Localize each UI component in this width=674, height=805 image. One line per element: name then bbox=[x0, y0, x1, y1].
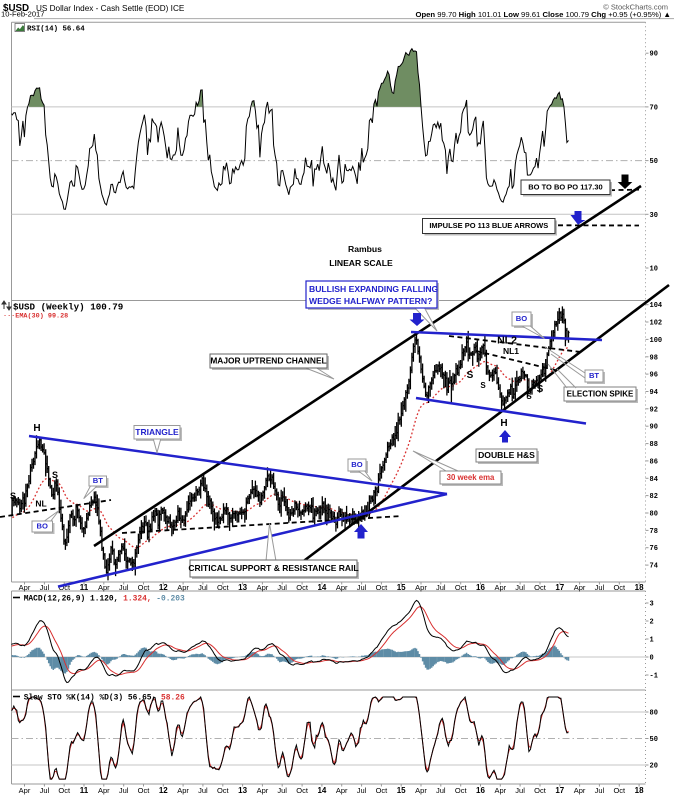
svg-text:US Dollar Index - Cash Settle: US Dollar Index - Cash Settle (EOD) ICE bbox=[36, 4, 185, 13]
svg-text:H: H bbox=[500, 418, 507, 429]
svg-text:Apr: Apr bbox=[98, 786, 110, 795]
svg-text:Oct: Oct bbox=[613, 786, 626, 795]
svg-text:16: 16 bbox=[476, 786, 485, 795]
svg-text:92: 92 bbox=[650, 406, 658, 414]
svg-text:102: 102 bbox=[650, 320, 663, 328]
svg-text:2: 2 bbox=[650, 619, 654, 627]
svg-text:Apr: Apr bbox=[574, 786, 586, 795]
svg-text:Apr: Apr bbox=[494, 786, 506, 795]
svg-text:Jul: Jul bbox=[515, 786, 525, 795]
svg-text:NL2: NL2 bbox=[497, 335, 517, 347]
svg-text:Slow STO %K(14) %D(3) 56.65, 5: Slow STO %K(14) %D(3) 56.65, 58.26 bbox=[24, 693, 185, 702]
svg-text:Open 99.70 High 101.01 Low 99.: Open 99.70 High 101.01 Low 99.61 Close 1… bbox=[415, 10, 671, 19]
svg-text:Apr: Apr bbox=[336, 786, 348, 795]
svg-text:LINEAR SCALE: LINEAR SCALE bbox=[329, 258, 393, 268]
svg-text:74: 74 bbox=[650, 563, 658, 571]
svg-text:Oct: Oct bbox=[58, 786, 71, 795]
svg-text:80: 80 bbox=[650, 511, 658, 519]
svg-text:BO TO BO PO 117.30: BO TO BO PO 117.30 bbox=[528, 182, 602, 191]
svg-text:Oct: Oct bbox=[296, 786, 309, 795]
svg-text:Jul: Jul bbox=[277, 786, 287, 795]
svg-text:13: 13 bbox=[238, 786, 247, 795]
svg-text:S: S bbox=[10, 491, 16, 501]
svg-text:18: 18 bbox=[635, 786, 644, 795]
svg-text:Oct: Oct bbox=[376, 786, 389, 795]
svg-text:S: S bbox=[526, 392, 532, 401]
svg-text:Oct: Oct bbox=[455, 786, 468, 795]
svg-text:MAJOR UPTREND CHANNEL: MAJOR UPTREND CHANNEL bbox=[210, 356, 326, 366]
svg-text:BO: BO bbox=[516, 314, 527, 323]
svg-text:Jul: Jul bbox=[357, 786, 367, 795]
svg-text:3: 3 bbox=[650, 601, 654, 609]
svg-text:14: 14 bbox=[317, 786, 326, 795]
svg-text:84: 84 bbox=[650, 476, 658, 484]
svg-text:30 week ema: 30 week ema bbox=[447, 473, 495, 482]
svg-text:BO: BO bbox=[37, 522, 48, 531]
svg-text:Apr: Apr bbox=[415, 786, 427, 795]
svg-text:88: 88 bbox=[650, 441, 658, 449]
svg-text:78: 78 bbox=[650, 528, 658, 536]
svg-text:TRIANGLE: TRIANGLE bbox=[135, 427, 179, 437]
svg-text:Oct: Oct bbox=[138, 786, 151, 795]
svg-text:Apr: Apr bbox=[177, 786, 189, 795]
svg-text:Apr: Apr bbox=[19, 786, 31, 795]
svg-text:Jul: Jul bbox=[436, 786, 446, 795]
svg-text:17: 17 bbox=[555, 786, 564, 795]
svg-text:S: S bbox=[537, 384, 544, 395]
svg-text:82: 82 bbox=[650, 493, 658, 501]
svg-text:S: S bbox=[52, 470, 58, 480]
svg-text:76: 76 bbox=[650, 545, 658, 553]
svg-text:IMPULSE PO 113 BLUE ARROWS: IMPULSE PO 113 BLUE ARROWS bbox=[429, 221, 548, 230]
svg-text:1: 1 bbox=[650, 637, 654, 645]
svg-text:96: 96 bbox=[650, 372, 658, 380]
svg-text:80: 80 bbox=[650, 710, 658, 718]
svg-text:104: 104 bbox=[650, 302, 663, 310]
svg-text:BT: BT bbox=[93, 476, 103, 485]
svg-text:50: 50 bbox=[650, 158, 658, 166]
svg-text:RSI(14) 56.64: RSI(14) 56.64 bbox=[27, 26, 85, 34]
svg-text:WEDGE HALFWAY PATTERN?: WEDGE HALFWAY PATTERN? bbox=[309, 296, 432, 306]
svg-text:86: 86 bbox=[650, 458, 658, 466]
svg-text:10-Feb-2017: 10-Feb-2017 bbox=[1, 10, 44, 19]
svg-text:Oct: Oct bbox=[217, 786, 230, 795]
svg-text:···EMA(30) 99.28: ···EMA(30) 99.28 bbox=[3, 313, 68, 321]
svg-text:-1: -1 bbox=[650, 673, 658, 681]
svg-text:Oct: Oct bbox=[534, 786, 547, 795]
svg-text:98: 98 bbox=[650, 354, 658, 362]
svg-text:12: 12 bbox=[159, 786, 168, 795]
svg-text:H: H bbox=[33, 423, 40, 434]
svg-text:Apr: Apr bbox=[257, 786, 269, 795]
svg-text:90: 90 bbox=[650, 51, 658, 59]
svg-text:MACD(12,26,9) 1.120, 1.324, -0: MACD(12,26,9) 1.120, 1.324, -0.203 bbox=[24, 594, 185, 603]
svg-text:Rambus: Rambus bbox=[348, 244, 382, 254]
svg-text:$USD (Weekly) 100.79: $USD (Weekly) 100.79 bbox=[13, 301, 123, 312]
svg-text:BULLISH EXPANDING FALLING: BULLISH EXPANDING FALLING bbox=[309, 284, 439, 294]
svg-text:Jul: Jul bbox=[40, 786, 50, 795]
svg-text:S: S bbox=[467, 370, 474, 381]
svg-text:CRITICAL SUPPORT & RESISTANCE: CRITICAL SUPPORT & RESISTANCE RAIL bbox=[188, 563, 358, 573]
svg-text:11: 11 bbox=[80, 786, 89, 795]
svg-text:ELECTION SPIKE: ELECTION SPIKE bbox=[567, 389, 634, 398]
svg-text:S: S bbox=[480, 381, 486, 390]
svg-text:BO: BO bbox=[351, 460, 362, 469]
svg-text:10: 10 bbox=[650, 266, 658, 274]
svg-text:Jul: Jul bbox=[595, 786, 605, 795]
svg-text:BT: BT bbox=[589, 371, 599, 380]
svg-text:Jul: Jul bbox=[119, 786, 129, 795]
svg-text:DOUBLE H&S: DOUBLE H&S bbox=[478, 450, 535, 460]
svg-text:94: 94 bbox=[650, 389, 658, 397]
svg-text:Jul: Jul bbox=[198, 786, 208, 795]
svg-text:NL: NL bbox=[35, 499, 46, 509]
svg-text:20: 20 bbox=[650, 763, 658, 771]
svg-text:15: 15 bbox=[397, 786, 406, 795]
svg-text:0: 0 bbox=[650, 655, 654, 663]
svg-text:30: 30 bbox=[650, 212, 658, 220]
svg-text:70: 70 bbox=[650, 104, 658, 112]
svg-text:90: 90 bbox=[650, 424, 658, 432]
svg-text:100: 100 bbox=[650, 337, 663, 345]
svg-text:50: 50 bbox=[650, 736, 658, 744]
svg-text:NL1: NL1 bbox=[503, 346, 519, 356]
